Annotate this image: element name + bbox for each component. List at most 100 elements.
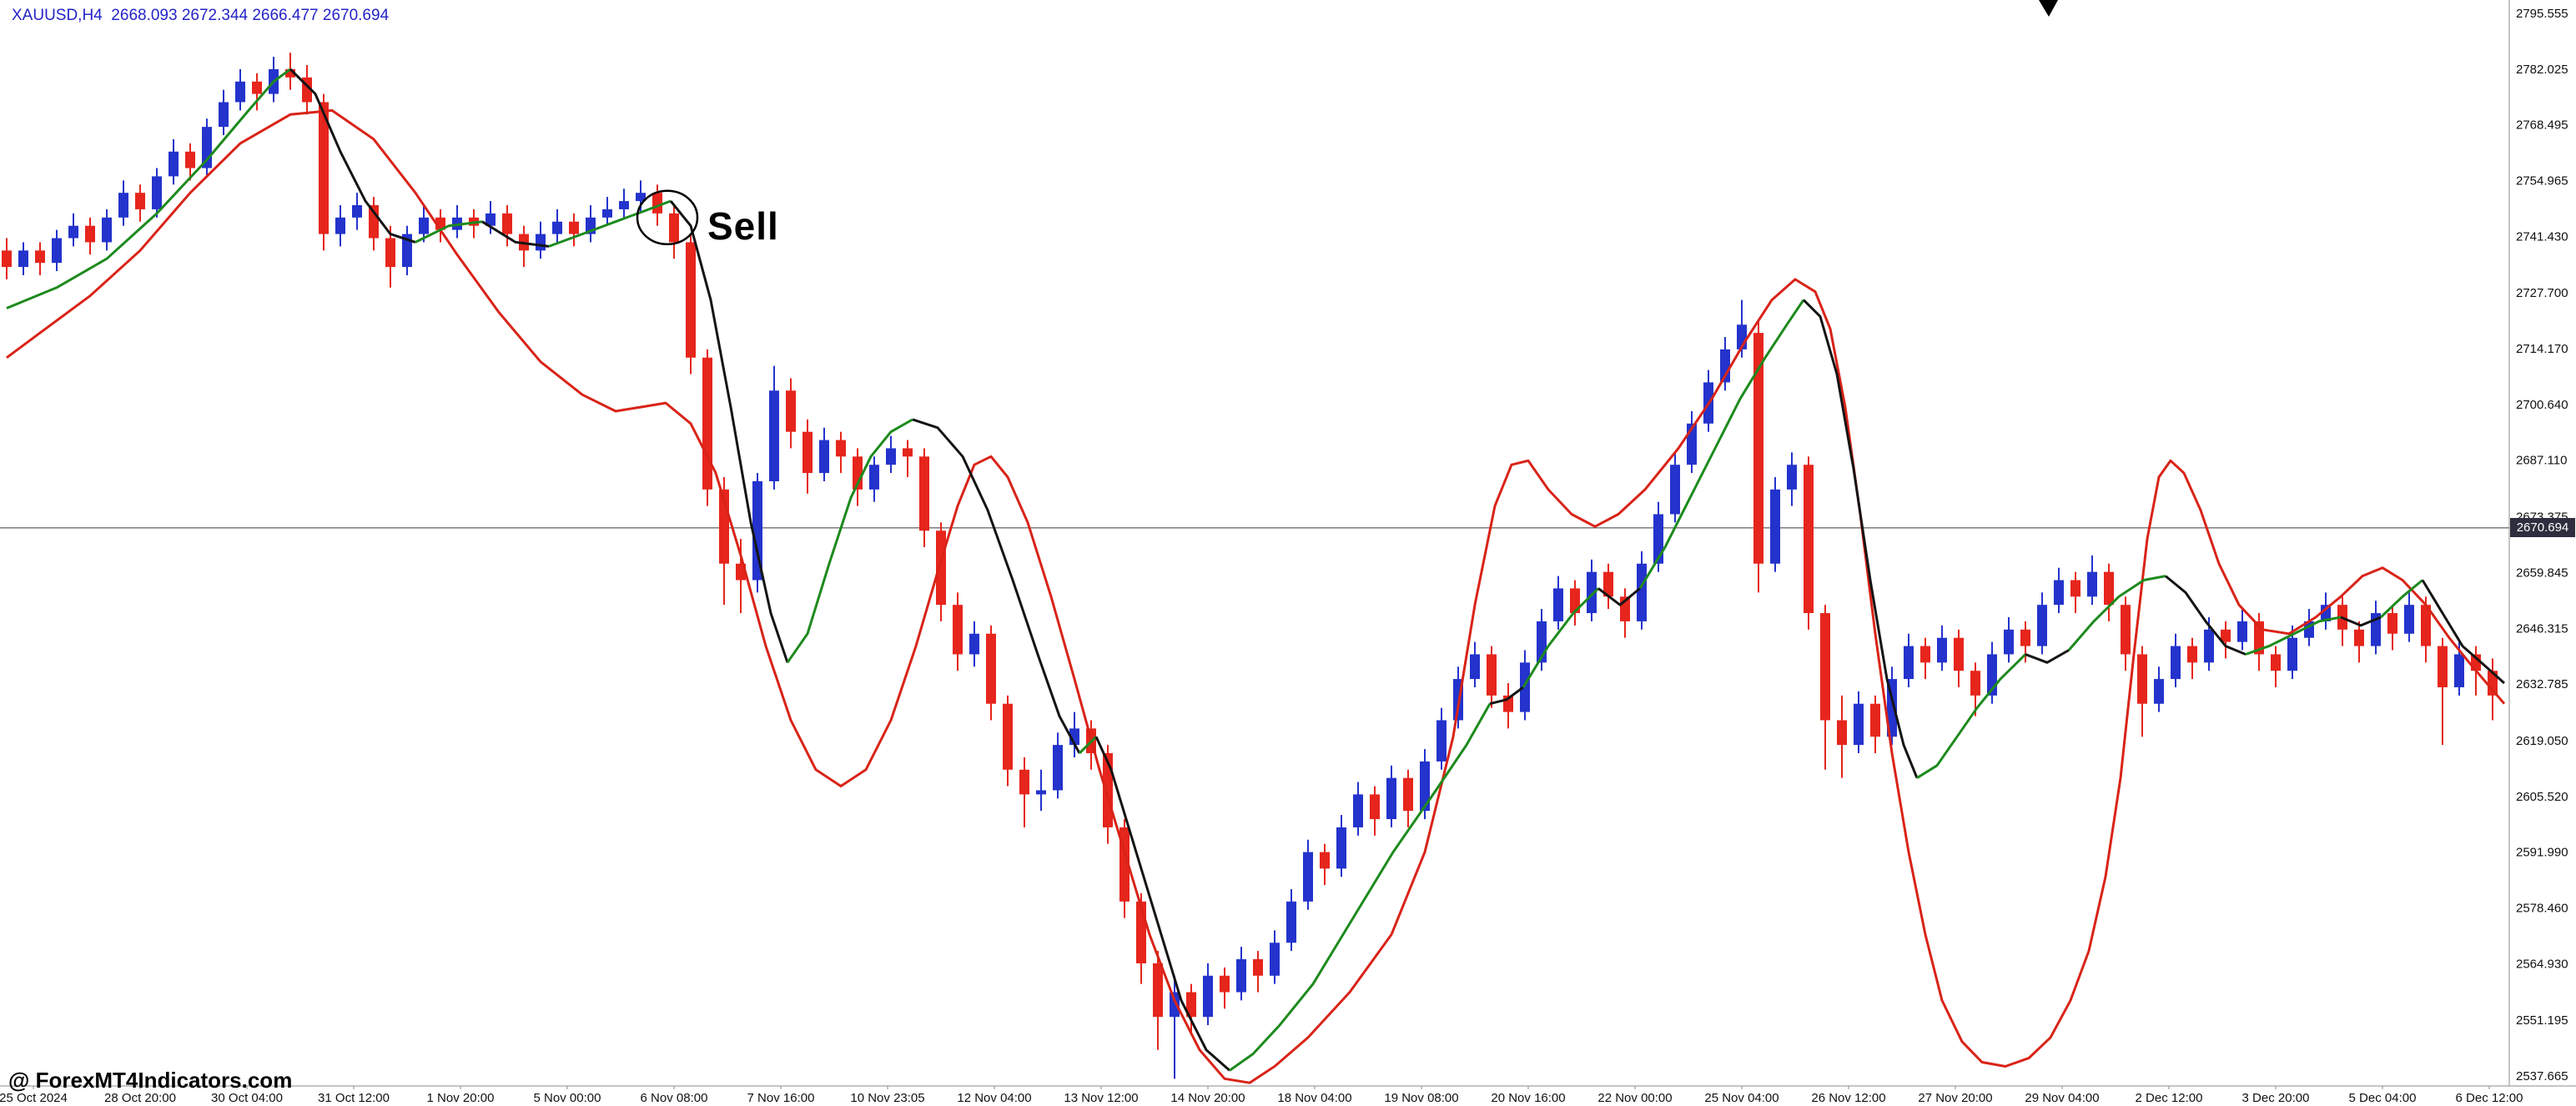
time-axis-label: 13 Nov 12:00 xyxy=(1064,1091,1138,1105)
time-axis-label: 3 Dec 20:00 xyxy=(2242,1091,2310,1105)
candle xyxy=(886,448,896,465)
candle xyxy=(1637,563,1647,621)
candle xyxy=(569,221,579,234)
candle xyxy=(1153,963,1163,1018)
candle xyxy=(1653,514,1663,564)
candle xyxy=(919,456,929,531)
candle xyxy=(1854,703,1864,746)
time-axis-label: 31 Oct 12:00 xyxy=(318,1091,390,1105)
candle xyxy=(285,68,295,78)
candle xyxy=(1003,703,1013,770)
time-axis-label: 19 Nov 08:00 xyxy=(1384,1091,1458,1105)
time-axis-label: 10 Nov 23:05 xyxy=(850,1091,924,1105)
candle xyxy=(2087,571,2097,597)
candle xyxy=(1470,654,1480,680)
sell-annotation-circle xyxy=(636,189,699,246)
trend-line-up-segment xyxy=(1229,702,1492,1072)
candle xyxy=(1386,777,1396,820)
candle xyxy=(1403,777,1413,812)
candle xyxy=(2171,646,2181,680)
price-axis-label: 2741.430 xyxy=(2516,229,2568,244)
candle xyxy=(2421,605,2431,646)
candle xyxy=(502,213,512,234)
current-price-badge: 2670.694 xyxy=(2510,518,2575,537)
candle xyxy=(1904,646,1914,680)
candle xyxy=(2438,646,2448,687)
trend-line-up-segment xyxy=(6,68,291,309)
price-axis-label: 2551.195 xyxy=(2516,1013,2568,1028)
time-axis-label: 5 Dec 04:00 xyxy=(2349,1091,2417,1105)
candle xyxy=(1487,654,1497,696)
price-axis-label: 2619.050 xyxy=(2516,734,2568,748)
candle xyxy=(35,250,45,264)
candle xyxy=(1036,790,1046,795)
trend-line-up-segment xyxy=(1078,736,1098,755)
candle xyxy=(1520,662,1530,712)
candle xyxy=(2454,654,2464,687)
candle xyxy=(2004,629,2014,655)
time-axis-label: 25 Oct 2024 xyxy=(0,1091,68,1105)
price-axis-label: 2700.640 xyxy=(2516,398,2568,412)
trend-line-up-segment xyxy=(1916,653,2027,779)
price-axis-label: 2646.315 xyxy=(2516,621,2568,636)
candle xyxy=(1186,992,1196,1018)
trend-line-up-segment xyxy=(548,199,672,248)
candle xyxy=(1787,465,1797,490)
signal-line-red xyxy=(6,108,2506,1084)
trend-line-down-segment xyxy=(2421,579,2506,685)
candle xyxy=(2104,571,2114,606)
candle xyxy=(319,102,329,234)
candle xyxy=(1954,637,1964,671)
candle xyxy=(2404,605,2414,634)
candle xyxy=(1804,465,1814,614)
candle xyxy=(135,193,145,209)
candle xyxy=(969,633,979,655)
candle xyxy=(953,605,963,655)
candle xyxy=(2070,580,2080,597)
candle xyxy=(1286,901,1296,943)
time-axis-label: 20 Nov 16:00 xyxy=(1491,1091,1565,1105)
candle xyxy=(85,225,95,243)
candle xyxy=(235,81,245,103)
candle xyxy=(2221,629,2231,642)
candle xyxy=(869,465,879,490)
candle xyxy=(1937,637,1947,663)
time-axis-label: 5 Nov 00:00 xyxy=(534,1091,601,1105)
candle xyxy=(686,242,696,358)
price-axis-label: 2659.845 xyxy=(2516,566,2568,580)
candle xyxy=(2488,671,2498,696)
trend-line-down-segment xyxy=(2340,616,2382,627)
time-axis-label: 27 Nov 20:00 xyxy=(1918,1091,1992,1105)
trend-line-up-segment xyxy=(2379,579,2423,619)
quote-bar: XAUUSD,H4 2668.093 2672.344 2666.477 267… xyxy=(12,7,390,24)
trend-line-up-segment xyxy=(415,220,483,244)
trend-line-down-segment xyxy=(669,200,789,663)
price-axis-label: 2537.665 xyxy=(2516,1069,2568,1083)
time-axis-label: 25 Nov 04:00 xyxy=(1704,1091,1779,1105)
candle xyxy=(936,530,946,606)
time-axis-label: 12 Nov 04:00 xyxy=(957,1091,1031,1105)
candle xyxy=(1870,703,1880,737)
candle xyxy=(2054,580,2064,606)
candle xyxy=(2354,629,2364,646)
candle xyxy=(1753,333,1763,564)
trend-line-up-segment xyxy=(1522,587,1600,688)
candle xyxy=(2187,646,2197,663)
candle xyxy=(2321,605,2331,621)
candle xyxy=(1270,943,1280,976)
price-axis-label: 2564.930 xyxy=(2516,957,2568,971)
candles-layer xyxy=(2,53,2498,1079)
time-axis-label: 2 Dec 12:00 xyxy=(2136,1091,2203,1105)
partial-arrow-annotation xyxy=(2039,0,2058,17)
time-axis-label: 1 Nov 20:00 xyxy=(427,1091,495,1105)
candle xyxy=(2,250,12,268)
time-axis-label: 6 Dec 12:00 xyxy=(2456,1091,2523,1105)
candle xyxy=(2121,605,2131,655)
trend-line xyxy=(6,68,2506,1072)
candle xyxy=(2271,654,2281,671)
candle xyxy=(1970,671,1980,696)
candle xyxy=(1303,852,1313,902)
candle xyxy=(1236,959,1246,993)
candle xyxy=(1019,769,1029,795)
